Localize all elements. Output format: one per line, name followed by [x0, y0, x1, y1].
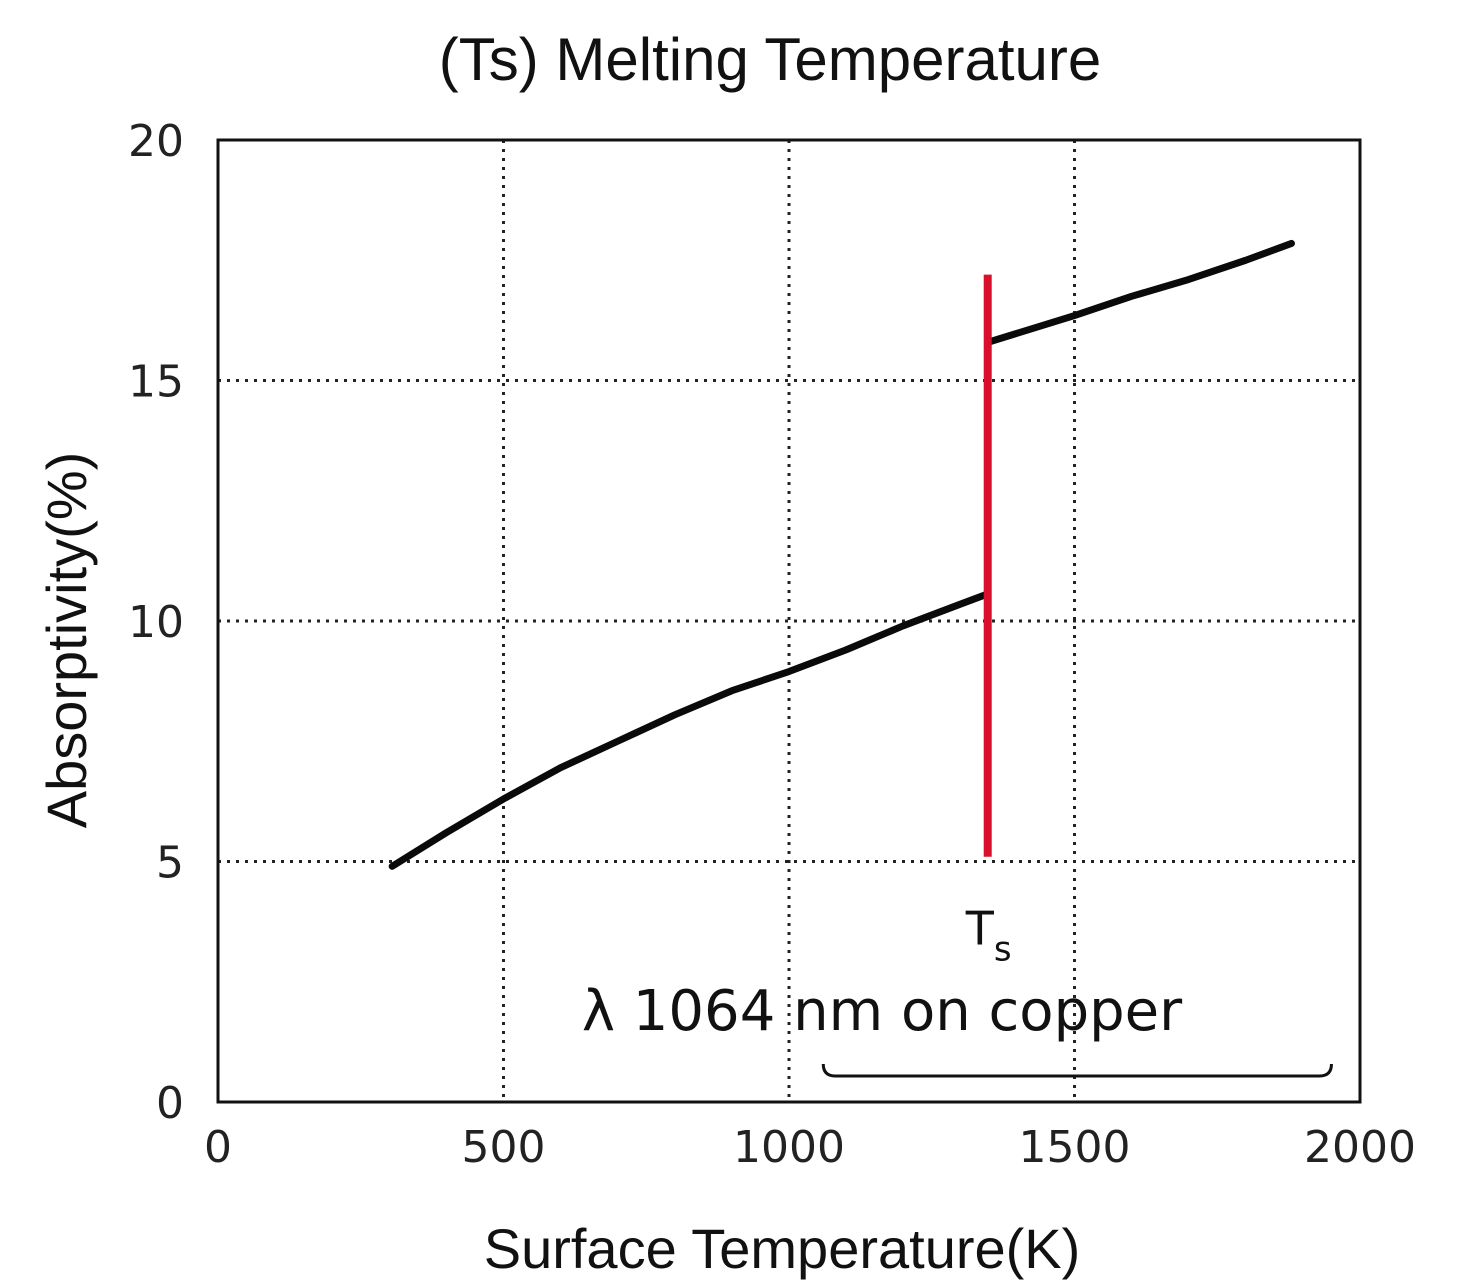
y-tick-label: 10 [128, 597, 184, 648]
melting-point-label-subscript: s [994, 930, 1012, 970]
x-tick-label: 500 [462, 1122, 546, 1173]
y-tick-label: 15 [128, 357, 184, 408]
y-axis-ticks: 0 5 10 15 20 [128, 116, 184, 1129]
x-axis-ticks: 0 500 1000 1500 2000 [204, 1122, 1416, 1173]
melting-point-label: Ts [965, 902, 1012, 970]
x-axis-label: Surface Temperature(K) [484, 1217, 1081, 1280]
x-tick-label: 1500 [1019, 1122, 1131, 1173]
annotation-brace [821, 1063, 1333, 1078]
x-tick-label: 2000 [1304, 1122, 1416, 1173]
series-lines [388, 239, 1295, 870]
grid-lines [218, 140, 1360, 1102]
plot-frame [216, 138, 1362, 1104]
y-tick-label: 20 [128, 116, 184, 167]
wavelength-annotation: λ 1064 nm on copper [582, 979, 1183, 1044]
series-line-liquid [985, 239, 1295, 346]
y-tick-label: 0 [156, 1078, 184, 1129]
chart-title: (Ts) Melting Temperature [439, 26, 1101, 93]
y-axis-label: Absorptivity(%) [35, 452, 98, 829]
x-tick-label: 0 [204, 1122, 232, 1173]
x-tick-label: 1000 [733, 1122, 845, 1173]
melting-point-label-main: T [965, 902, 995, 956]
series-line-solid [388, 591, 990, 870]
y-tick-label: 5 [156, 838, 184, 889]
